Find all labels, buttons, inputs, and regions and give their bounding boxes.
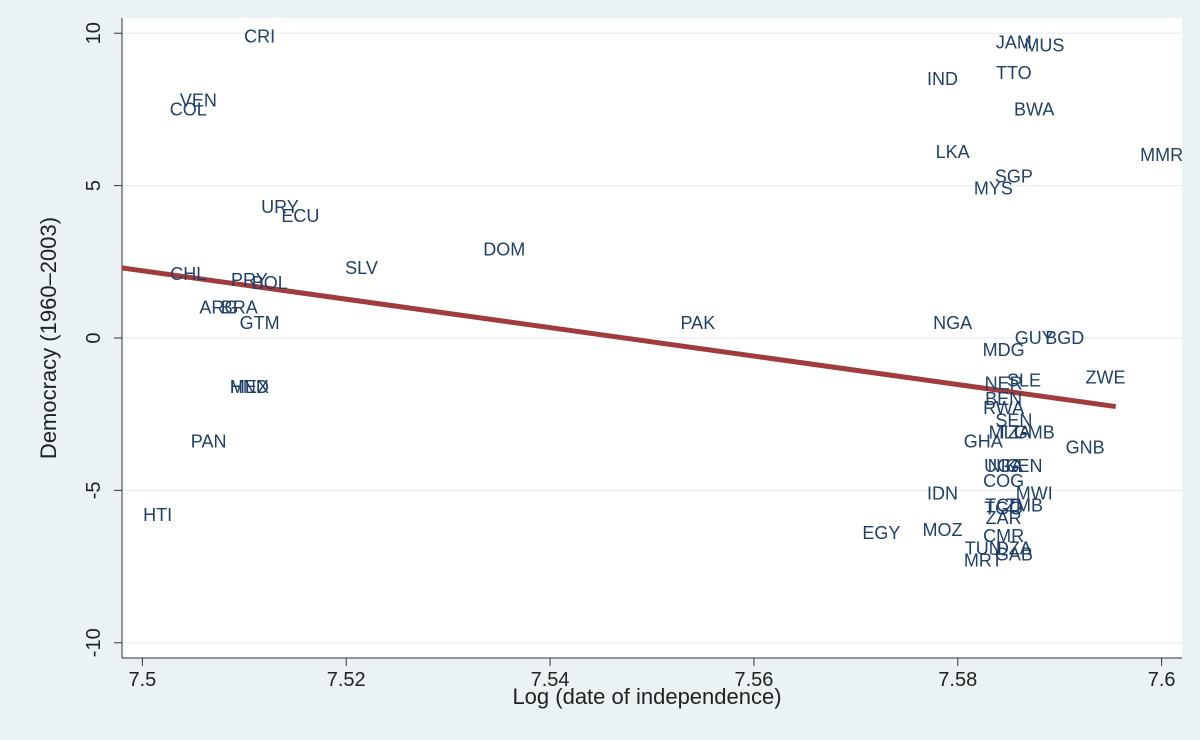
data-point-label: IDN (927, 483, 958, 503)
y-tick-label: 10 (83, 22, 105, 44)
data-point-label: HND (230, 377, 269, 397)
data-point-label: NIG (988, 456, 1020, 476)
data-point-label: BGD (1045, 328, 1084, 348)
x-tick-label: 7.58 (938, 669, 977, 691)
data-point-label: EGY (862, 523, 900, 543)
data-point-label: KEN (1006, 456, 1043, 476)
data-point-label: VEN (180, 90, 217, 110)
data-point-label: SLV (345, 258, 378, 278)
data-point-label: MEX (230, 377, 269, 397)
data-point-label: MWI (1016, 483, 1053, 503)
data-point-label: URY (261, 197, 299, 217)
data-point-label: CHL (170, 264, 206, 284)
fit-line (121, 265, 1117, 410)
data-point-label: DZA (996, 538, 1032, 558)
fit-line-layer (121, 265, 1117, 410)
data-point-label: ZMB (1005, 496, 1043, 516)
data-point-label: JAM (996, 32, 1032, 52)
data-point-label: MOZ (922, 520, 962, 540)
data-point-label: SGP (995, 166, 1033, 186)
data-point-label: MYS (974, 179, 1013, 199)
data-point-label: GNB (1066, 438, 1105, 458)
data-point-label: PAN (191, 432, 227, 452)
data-point-label: PAK (681, 313, 716, 333)
data-point-label: BOL (252, 273, 288, 293)
data-point-label: PRY (231, 270, 268, 290)
data-point-label: BEN (985, 389, 1022, 409)
y-tick-label: -5 (83, 481, 105, 499)
data-point-label: MLI (989, 422, 1019, 442)
gridlines (122, 32, 1182, 644)
data-point-label: BRA (221, 298, 258, 318)
data-point-label: UGA (984, 456, 1023, 476)
data-point-label: CMR (983, 526, 1024, 546)
data-point-label: ARG (199, 298, 238, 318)
data-point-label: TCD (985, 496, 1022, 516)
data-point-label: MDG (983, 340, 1025, 360)
data-point-label: IND (927, 69, 958, 89)
data-point-label: TUN (965, 538, 1002, 558)
data-point-label: COG (983, 471, 1024, 491)
x-tick-label: 7.5 (128, 669, 156, 691)
data-point-label: GUY (1015, 328, 1054, 348)
data-point-label: LKA (936, 142, 970, 162)
axes: 10 5 0 -5 -10 7.5 7.52 7.54 7.56 7.58 7.6 (83, 18, 1182, 691)
y-tick-label: 5 (83, 180, 105, 191)
x-tick-label: 7.6 (1148, 669, 1176, 691)
y-tick-label: -10 (83, 628, 105, 657)
data-point-label: MMR (1140, 145, 1183, 165)
data-point-label: ZAR (986, 508, 1022, 528)
data-point-label: MRT (964, 550, 1003, 570)
data-point-label: ECU (281, 206, 319, 226)
x-axis-title: Log (date of independence) (512, 684, 781, 709)
data-point-label: GMB (1014, 422, 1055, 442)
y-tick-label: 0 (83, 332, 105, 343)
data-point-label: BWA (1014, 99, 1054, 119)
data-point-label: GHA (964, 432, 1003, 452)
data-point-label: HTI (143, 505, 172, 525)
data-point-label: NGA (933, 313, 972, 333)
data-point-label: RWA (983, 398, 1024, 418)
data-point-label: GTM (240, 313, 280, 333)
data-point-label: MUS (1024, 35, 1064, 55)
data-point-label: TGO (984, 499, 1023, 519)
data-point-label: DOM (483, 240, 525, 260)
data-point-label: NER (985, 374, 1023, 394)
data-point-label: CRI (244, 26, 275, 46)
data-point-label: SEN (995, 410, 1032, 430)
x-tick-label: 7.54 (531, 669, 570, 691)
data-point-label: ZWE (1086, 368, 1126, 388)
data-point-label: COL (170, 99, 207, 119)
data-point-label: GAB (995, 544, 1033, 564)
data-point-label: SLE (1007, 371, 1041, 391)
data-point-label: TZA (997, 422, 1031, 442)
data-point-label: TTO (996, 63, 1032, 83)
x-tick-label: 7.56 (734, 669, 773, 691)
y-axis-title: Democracy (1960–2003) (36, 217, 61, 459)
x-tick-label: 7.52 (327, 669, 366, 691)
